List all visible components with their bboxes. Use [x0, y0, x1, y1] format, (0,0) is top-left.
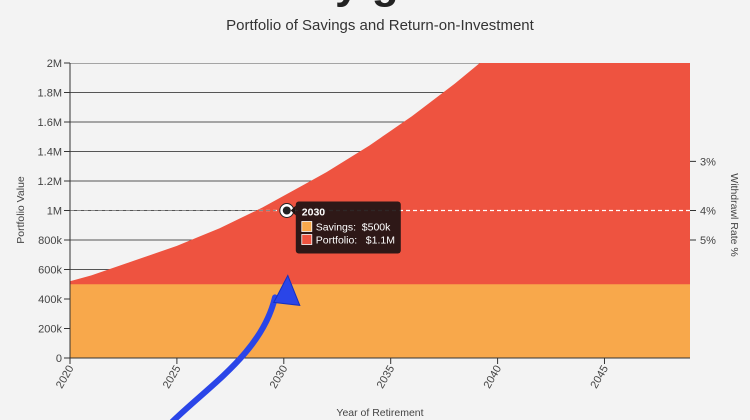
annotation-arrow-head — [273, 274, 301, 306]
y-tick-label: 1M — [47, 206, 62, 218]
annotation-arrow-shaft — [169, 294, 278, 420]
y-tick-label: 2M — [47, 58, 62, 70]
y2-tick-label: 3% — [700, 156, 716, 168]
tooltip-row-label: Savings: — [316, 222, 356, 234]
x-axis-title: Year of Retirement — [336, 407, 423, 419]
y-tick-label: 800k — [38, 235, 62, 247]
tooltip-title: 2030 — [302, 207, 326, 219]
tooltip-swatch — [301, 234, 313, 245]
y-tick-label: 400k — [38, 294, 62, 306]
x-tick-label: 2045 — [588, 364, 611, 391]
y-tick-label: 600k — [38, 265, 62, 277]
y-tick-label: 1.8M — [38, 88, 62, 100]
y2-axis-title: Withdrawl Rate % — [728, 173, 740, 256]
savings-area — [70, 284, 690, 358]
tooltip-row-label: Portfolio: — [316, 235, 357, 247]
x-tick-label: 2020 — [54, 364, 77, 391]
tooltip-marker-inner — [282, 206, 291, 215]
tooltip-row-value: $500k — [362, 222, 391, 234]
y2-tick-label: 5% — [700, 235, 716, 247]
x-tick-label: 2035 — [375, 364, 398, 391]
x-tick-label: 2025 — [161, 364, 184, 391]
tooltip-row-value: $1.1M — [366, 235, 395, 247]
tooltip-swatch — [301, 221, 313, 232]
big-heading-fragment: y g — [335, 0, 399, 8]
y-tick-label: 1.2M — [38, 176, 62, 188]
y-tick-label: 1.6M — [38, 117, 62, 129]
y-tick-label: 1.4M — [38, 147, 62, 159]
x-tick-label: 2030 — [268, 364, 291, 391]
y-tick-label: 200k — [38, 324, 62, 336]
tooltip-pointer — [290, 205, 296, 216]
plot-area: 0 200k 400k 600k 800k 1M 1.2M 1.4M 1.6M 1.8M 2M 202… — [38, 58, 716, 420]
x-tick-label: 2040 — [482, 364, 505, 391]
tooltip-box — [295, 201, 401, 254]
y2-tick-label: 4% — [700, 206, 716, 218]
y-axis-title: Portfolio Value — [15, 176, 27, 244]
chart-title: Portfolio of Savings and Return-on-Inves… — [226, 17, 534, 34]
y-tick-label: 0 — [56, 353, 62, 365]
